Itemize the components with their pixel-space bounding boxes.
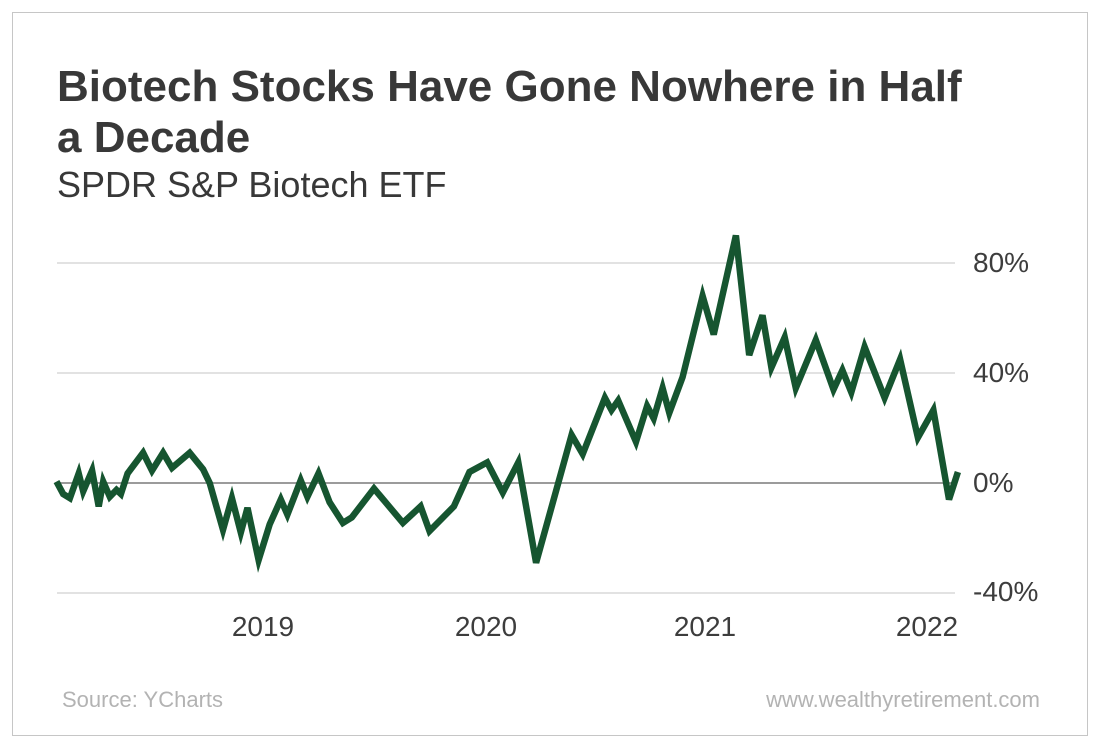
source-credit: Source: YCharts <box>62 687 224 712</box>
chart-title-line1: Biotech Stocks Have Gone Nowhere in Half <box>57 62 962 111</box>
chart-subtitle: SPDR S&P Biotech ETF <box>57 164 447 205</box>
chart-title: Biotech Stocks Have Gone Nowhere in Half… <box>57 61 997 163</box>
y-axis-tick-40: 40% <box>973 357 1030 388</box>
chart-card <box>12 12 1088 736</box>
x-axis-tick-2022: 2022 <box>895 611 959 642</box>
website-credit: www.wealthyretirement.com <box>766 687 1040 712</box>
x-axis-tick-2021: 2021 <box>673 611 737 642</box>
y-axis-tick-80: 80% <box>973 247 1030 278</box>
chart-title-line2: a Decade <box>57 113 251 162</box>
y-axis-tick-neg40: -40% <box>973 576 1039 607</box>
x-axis-tick-2020: 2020 <box>454 611 518 642</box>
y-axis-tick-0: 0% <box>973 467 1014 498</box>
x-axis-tick-2019: 2019 <box>231 611 295 642</box>
price-line <box>53 234 961 573</box>
